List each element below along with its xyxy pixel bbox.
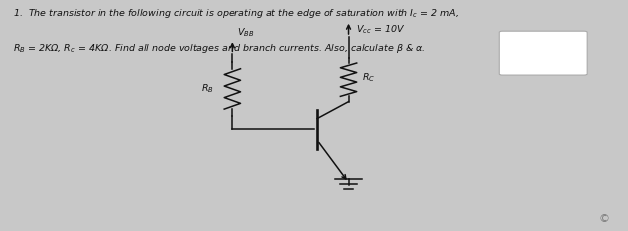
FancyBboxPatch shape: [499, 31, 587, 75]
Text: $R_B$: $R_B$: [201, 83, 214, 95]
Text: ©: ©: [598, 214, 609, 224]
Text: 1.  The transistor in the following circuit is operating at the edge of saturati: 1. The transistor in the following circu…: [13, 7, 459, 20]
Text: $V_{cc}$ = 10V: $V_{cc}$ = 10V: [356, 23, 405, 36]
Text: $R_C$: $R_C$: [362, 71, 376, 84]
Text: $R_B$ = 2KΩ, $R_c$ = 4KΩ. Find all node voltages and branch currents. Also, calc: $R_B$ = 2KΩ, $R_c$ = 4KΩ. Find all node …: [13, 42, 425, 55]
Text: $V_{BB}$: $V_{BB}$: [237, 27, 254, 39]
